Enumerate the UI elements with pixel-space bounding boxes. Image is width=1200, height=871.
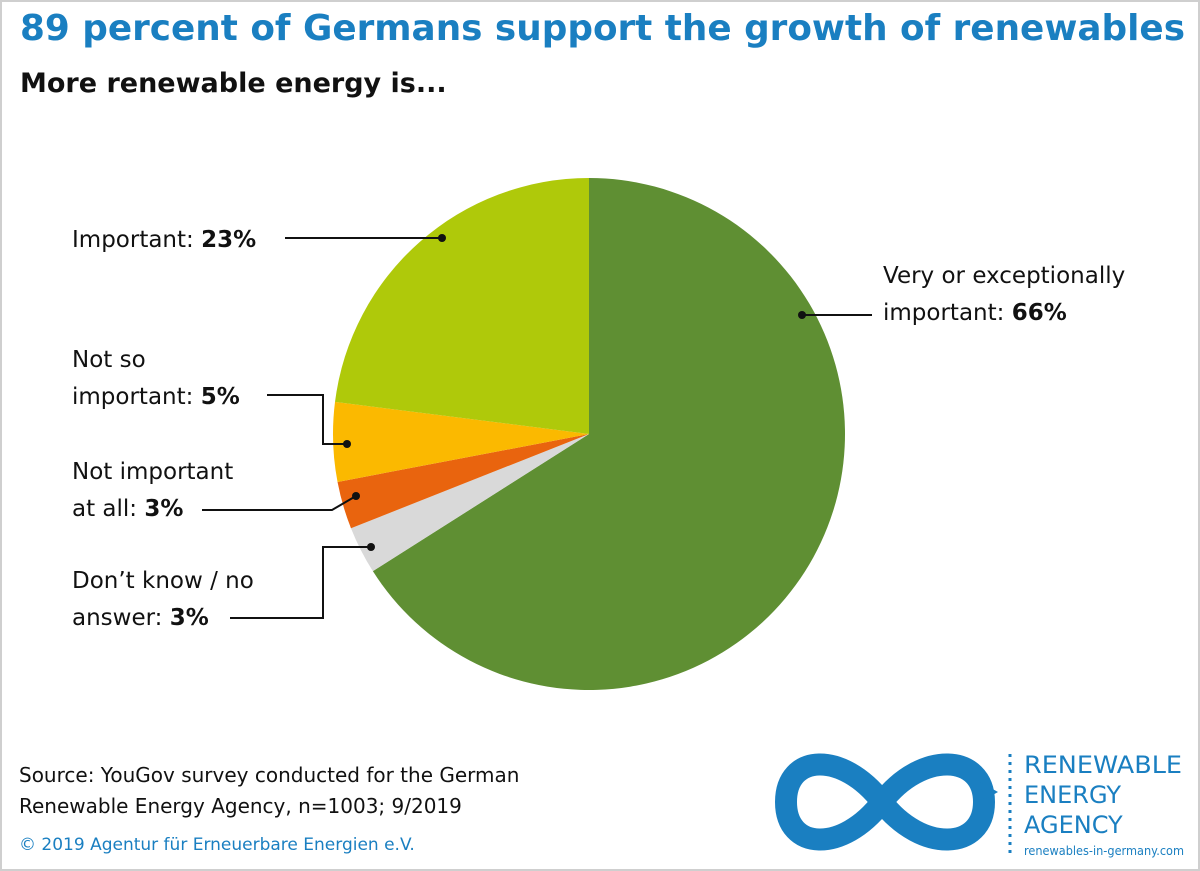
pie-slice xyxy=(350,434,589,572)
slice-label: Not important at all: 3% xyxy=(72,454,233,528)
logo-text: RENEWABLE xyxy=(1024,751,1182,779)
leader-dots xyxy=(343,234,806,551)
chart-subtitle: More renewable energy is... xyxy=(20,68,447,99)
copyright: © 2019 Agentur für Erneuerbare Energien … xyxy=(19,835,415,855)
value-label: 3% xyxy=(169,605,209,631)
pie xyxy=(333,178,845,690)
slice-label: Important: 23% xyxy=(72,222,256,259)
leader-line xyxy=(267,394,347,445)
chart-title: 89 percent of Germans support the growth… xyxy=(20,8,1185,49)
slice-label: Not so important: 5% xyxy=(72,342,240,416)
slice-label: Very or exceptionally important: 66% xyxy=(883,258,1125,332)
pie-slice xyxy=(335,178,589,434)
source-note: Source: YouGov survey conducted for the … xyxy=(19,763,520,818)
pie-slice xyxy=(372,178,845,690)
pie-slice xyxy=(333,401,589,482)
slice-label: Don’t know / no answer: 3% xyxy=(72,563,254,637)
value-label: 5% xyxy=(200,384,240,410)
category-label: Not so important: xyxy=(72,347,194,410)
category-label: Very or exceptionally important: xyxy=(883,263,1126,326)
leader-dot xyxy=(352,492,360,500)
logo-text: AGENCY xyxy=(1024,811,1123,839)
logo: RENEWABLE ENERGY AGENCY renewables-in-ge… xyxy=(774,751,1184,858)
pie-slice xyxy=(337,434,589,529)
logo-mark xyxy=(774,753,996,851)
value-label: 3% xyxy=(144,496,184,522)
category-label: Don’t know / no answer: xyxy=(72,568,254,631)
logo-url: renewables-in-germany.com xyxy=(1024,844,1184,858)
value-label: 23% xyxy=(201,227,257,253)
value-label: 66% xyxy=(1011,300,1067,326)
leader-lines xyxy=(202,237,872,619)
leader-dot xyxy=(367,543,375,551)
category-label: Not important at all: xyxy=(72,459,234,522)
logo-arrow xyxy=(980,782,998,800)
logo-text: ENERGY xyxy=(1024,781,1121,809)
category-label: Important: xyxy=(72,227,194,253)
leader-dot xyxy=(343,440,351,448)
leader-dot xyxy=(798,311,806,319)
leader-line xyxy=(202,495,357,511)
leader-dot xyxy=(438,234,446,242)
leader-line xyxy=(230,546,371,619)
